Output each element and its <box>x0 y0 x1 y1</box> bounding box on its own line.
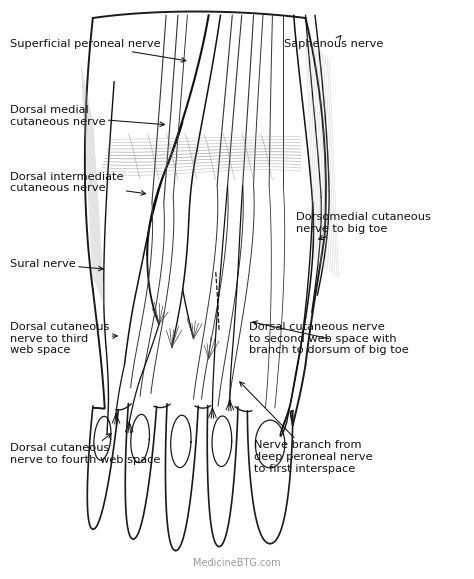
Text: Superficial peroneal nerve: Superficial peroneal nerve <box>10 39 186 62</box>
Text: Dorsal medial
cutaneous nerve: Dorsal medial cutaneous nerve <box>10 105 164 127</box>
Text: Dorsal cutaneous
nerve to fourth web space: Dorsal cutaneous nerve to fourth web spa… <box>10 434 161 465</box>
Text: Saphenous nerve: Saphenous nerve <box>284 35 383 49</box>
Text: Dorsal cutaneous
nerve to third
web space: Dorsal cutaneous nerve to third web spac… <box>10 322 117 355</box>
Text: Nerve branch from
deep peroneal nerve
to first interspace: Nerve branch from deep peroneal nerve to… <box>240 382 372 474</box>
Text: Dorsomedial cutaneous
nerve to big toe: Dorsomedial cutaneous nerve to big toe <box>296 212 431 240</box>
Text: Sural nerve: Sural nerve <box>10 258 103 271</box>
Text: Dorsal cutaneous nerve
to second web space with
branch to dorsum of big toe: Dorsal cutaneous nerve to second web spa… <box>249 321 409 355</box>
Text: Dorsal intermediate
cutaneous nerve: Dorsal intermediate cutaneous nerve <box>10 172 146 195</box>
Text: MedicineBTG.com: MedicineBTG.com <box>193 558 281 568</box>
